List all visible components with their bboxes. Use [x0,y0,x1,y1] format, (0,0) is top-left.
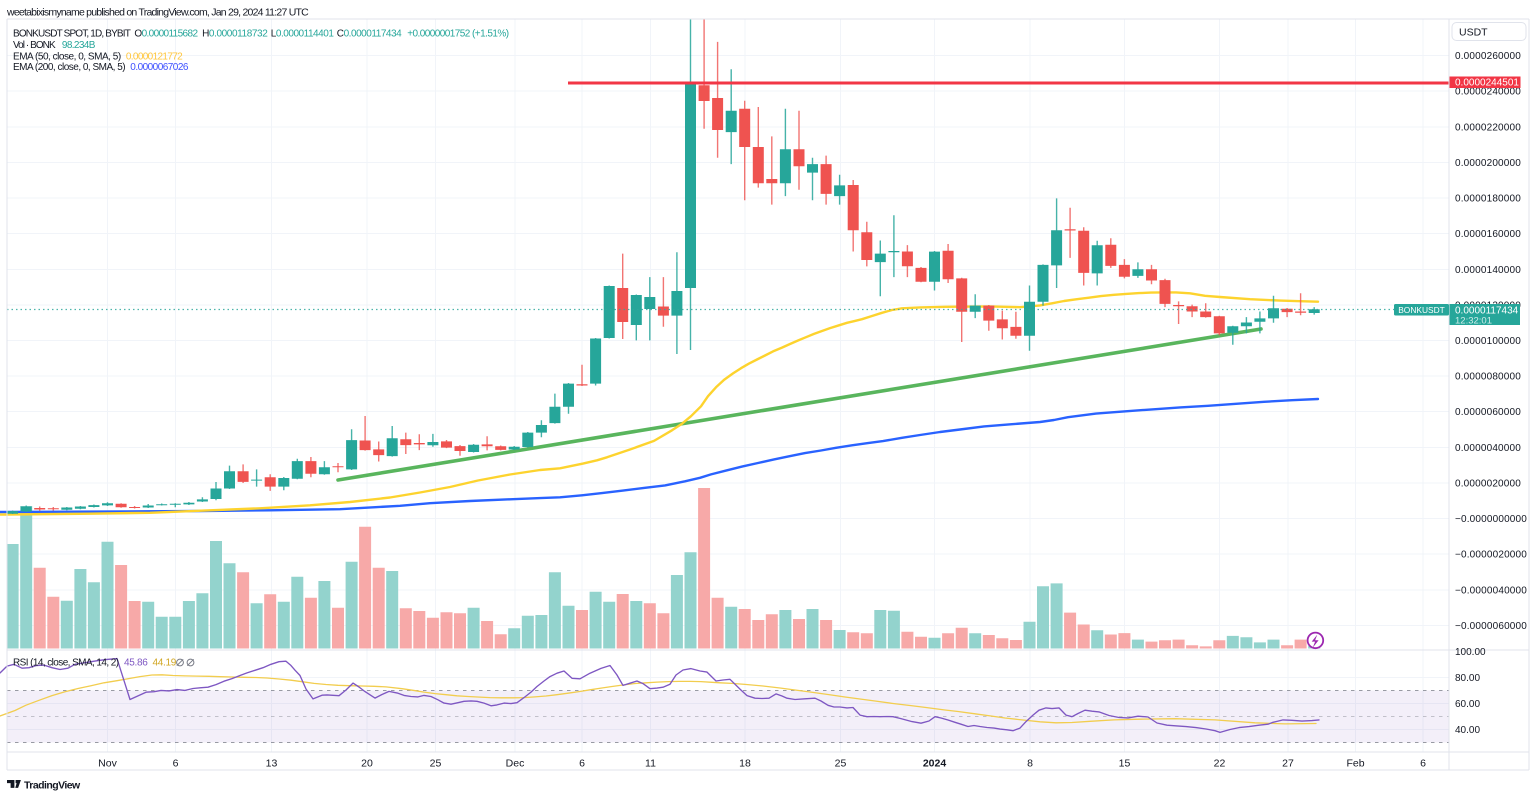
svg-text:80.00: 80.00 [1455,673,1480,684]
svg-text:98.234B: 98.234B [62,40,96,51]
svg-text:22: 22 [1214,757,1226,769]
svg-text:15: 15 [1119,757,1131,769]
svg-text:40.00: 40.00 [1455,725,1480,736]
svg-text:44.19: 44.19 [153,657,177,668]
svg-text:RSI (14, close, SMA, 14, 2): RSI (14, close, SMA, 14, 2) [13,657,119,668]
svg-text:0.0000080000: 0.0000080000 [1455,372,1521,383]
svg-text:O0.0000115682: O0.0000115682 [134,28,198,39]
svg-text:H0.0000118732: H0.0000118732 [202,28,268,39]
svg-text:C0.0000117434: C0.0000117434 [337,28,402,39]
svg-text:25: 25 [835,757,847,769]
svg-text:0.0000244501: 0.0000244501 [1455,78,1519,89]
svg-text:−0.0000060000: −0.0000060000 [1455,621,1527,632]
svg-text:−0.0000000000: −0.0000000000 [1455,514,1527,525]
svg-text:6: 6 [1420,757,1426,769]
svg-text:0.0000060000: 0.0000060000 [1455,407,1521,418]
svg-text:−0.0000040000: −0.0000040000 [1455,585,1527,596]
svg-text:0.0000140000: 0.0000140000 [1455,265,1521,276]
svg-text:−0.0000020000: −0.0000020000 [1455,550,1527,561]
svg-text:0.0000040000: 0.0000040000 [1455,443,1521,454]
svg-text:0.0000117434: 0.0000117434 [1455,305,1519,316]
svg-text:EMA (200, close, 0, SMA, 5): EMA (200, close, 0, SMA, 5) [13,62,125,73]
svg-text:8: 8 [1027,757,1033,769]
svg-text:25: 25 [430,757,442,769]
svg-text:BONKUSDT: BONKUSDT [1398,305,1445,315]
svg-text:100.00: 100.00 [1455,647,1486,658]
svg-text:Nov: Nov [98,757,117,769]
svg-text:0.0000160000: 0.0000160000 [1455,229,1521,240]
svg-text:0.0000220000: 0.0000220000 [1455,122,1521,133]
svg-text:BONKUSDT SPOT, 1D, BYBIT: BONKUSDT SPOT, 1D, BYBIT [13,28,131,39]
svg-text:20: 20 [361,757,373,769]
svg-text:45.86: 45.86 [124,657,148,668]
svg-text:Feb: Feb [1346,757,1364,769]
svg-text:0.0000200000: 0.0000200000 [1455,158,1521,169]
svg-text:0.0000020000: 0.0000020000 [1455,479,1521,490]
svg-text:18: 18 [739,757,751,769]
svg-text:weetabixismyname published on: weetabixismyname published on TradingVie… [6,7,309,19]
svg-text:12:32:01: 12:32:01 [1455,315,1492,326]
svg-text:13: 13 [266,757,278,769]
svg-text:EMA (50, close, 0, SMA, 5): EMA (50, close, 0, SMA, 5) [13,52,121,63]
svg-text:+0.0000001752 (+1.51%): +0.0000001752 (+1.51%) [407,28,509,39]
svg-text:Dec: Dec [506,757,525,769]
svg-text:0.0000240000: 0.0000240000 [1455,87,1521,98]
svg-text:0.0000067026: 0.0000067026 [130,62,189,73]
svg-text:TradingView: TradingView [24,780,81,792]
svg-text:2024: 2024 [923,757,947,769]
svg-text:0.0000260000: 0.0000260000 [1455,51,1521,62]
svg-text:27: 27 [1282,757,1294,769]
svg-text:6: 6 [579,757,585,769]
svg-text:L0.0000114401: L0.0000114401 [271,28,335,39]
svg-text:60.00: 60.00 [1455,699,1480,710]
svg-text:USDT: USDT [1459,27,1488,39]
svg-text:11: 11 [645,757,656,769]
svg-text:Vol · BONK: Vol · BONK [13,40,56,51]
svg-text:0.0000180000: 0.0000180000 [1455,194,1521,205]
svg-text:0.0000121772: 0.0000121772 [126,52,183,63]
svg-text:0.0000100000: 0.0000100000 [1455,336,1521,347]
svg-text:6: 6 [173,757,179,769]
